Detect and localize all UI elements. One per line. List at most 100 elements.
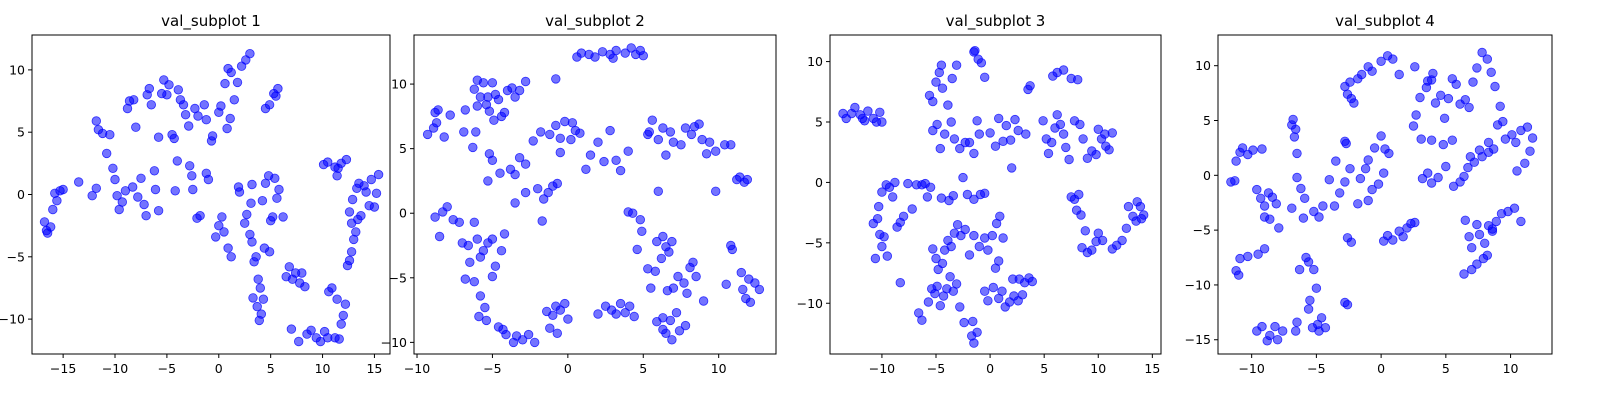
scatter-point xyxy=(127,182,138,192)
scatter-point xyxy=(1131,216,1141,226)
scatter-point xyxy=(1091,149,1101,160)
scatter-point xyxy=(1017,290,1028,300)
scatter-point xyxy=(676,140,686,150)
scatter-point xyxy=(1466,242,1477,253)
subplot-1-points xyxy=(39,49,384,347)
scatter-point xyxy=(268,212,278,222)
scatter-point xyxy=(552,178,563,189)
scatter-point xyxy=(552,328,563,339)
scatter-point xyxy=(1021,129,1031,139)
x-tick-label: 0 xyxy=(1377,361,1385,376)
scatter-point xyxy=(652,236,662,247)
scatter-point xyxy=(1447,135,1458,145)
scatter-point xyxy=(998,233,1008,243)
scatter-point xyxy=(969,338,979,348)
scatter-point xyxy=(611,155,621,166)
scatter-point xyxy=(959,317,969,328)
scatter-point xyxy=(210,232,221,242)
scatter-point xyxy=(563,314,573,324)
scatter-point xyxy=(1511,137,1521,148)
scatter-point xyxy=(1010,114,1020,125)
y-tick-label: 10 xyxy=(807,54,823,69)
subplot-3-y-axis: −10 −5 0 5 10 xyxy=(797,54,830,311)
scatter-point xyxy=(1378,168,1389,178)
scatter-point xyxy=(931,77,941,87)
scatter-point xyxy=(960,224,970,235)
scatter-point xyxy=(91,183,102,194)
scatter-point xyxy=(264,247,275,257)
scatter-point xyxy=(336,319,346,329)
scatter-point xyxy=(990,141,1001,151)
scatter-point xyxy=(626,43,636,53)
x-tick-label: −10 xyxy=(869,361,895,376)
scatter-point xyxy=(469,217,480,228)
scatter-point xyxy=(1087,245,1097,255)
scatter-point xyxy=(738,284,748,295)
scatter-point xyxy=(439,132,449,142)
scatter-point xyxy=(1479,238,1490,249)
scatter-point xyxy=(962,189,973,200)
scatter-point xyxy=(207,131,218,141)
scatter-point xyxy=(969,47,979,57)
x-tick-label: −15 xyxy=(50,361,76,376)
scatter-point xyxy=(338,310,349,321)
scatter-point xyxy=(153,132,164,142)
scatter-point xyxy=(460,274,471,284)
scatter-point xyxy=(247,179,257,190)
scatter-point xyxy=(1415,92,1425,103)
scatter-point xyxy=(248,293,258,303)
scatter-point xyxy=(875,107,885,118)
scatter-point xyxy=(711,186,721,197)
scatter-point xyxy=(620,48,630,58)
scatter-point xyxy=(1487,226,1498,236)
scatter-point xyxy=(366,174,377,185)
scatter-point xyxy=(958,172,968,183)
scatter-point xyxy=(704,137,715,147)
scatter-point xyxy=(474,311,484,322)
scatter-point xyxy=(1259,201,1270,211)
y-tick-label: −10 xyxy=(381,335,407,350)
scatter-point xyxy=(495,168,505,178)
x-tick-label: −10 xyxy=(1238,361,1264,376)
scatter-point xyxy=(1072,74,1083,85)
scatter-point xyxy=(1299,193,1310,204)
scatter-point xyxy=(1512,166,1522,176)
scatter-point xyxy=(173,85,184,95)
scatter-point xyxy=(643,264,653,274)
scatter-point xyxy=(644,127,655,137)
scatter-point xyxy=(555,133,566,144)
scatter-point xyxy=(1408,121,1419,131)
scatter-point xyxy=(523,329,534,340)
scatter-point xyxy=(50,188,60,199)
scatter-point xyxy=(1384,148,1394,159)
scatter-point xyxy=(537,216,547,226)
scatter-point xyxy=(341,154,352,165)
x-tick-label: −5 xyxy=(483,361,501,376)
x-tick-label: 5 xyxy=(1442,361,1450,376)
scatter-point xyxy=(1082,153,1093,164)
scatter-point xyxy=(682,288,692,299)
scatter-point xyxy=(721,279,731,290)
scatter-point xyxy=(638,51,649,61)
y-tick-label: −5 xyxy=(1193,223,1211,238)
scatter-point xyxy=(247,237,257,247)
scatter-point xyxy=(980,286,990,296)
scatter-point xyxy=(1411,110,1421,120)
scatter-point xyxy=(980,188,990,199)
scatter-point xyxy=(877,187,887,197)
scatter-point xyxy=(1288,114,1298,125)
scatter-point xyxy=(952,219,963,230)
scatter-point xyxy=(139,199,149,210)
scatter-point xyxy=(41,225,52,236)
scatter-point xyxy=(284,262,295,272)
scatter-point xyxy=(220,78,230,89)
scatter-point xyxy=(1520,158,1530,169)
scatter-point xyxy=(536,127,546,137)
x-tick-label: −10 xyxy=(102,361,128,376)
y-tick-label: 0 xyxy=(815,175,823,190)
scatter-point xyxy=(183,121,194,131)
scatter-point xyxy=(1233,270,1244,280)
scatter-point xyxy=(680,123,691,133)
scatter-point xyxy=(1360,163,1371,174)
